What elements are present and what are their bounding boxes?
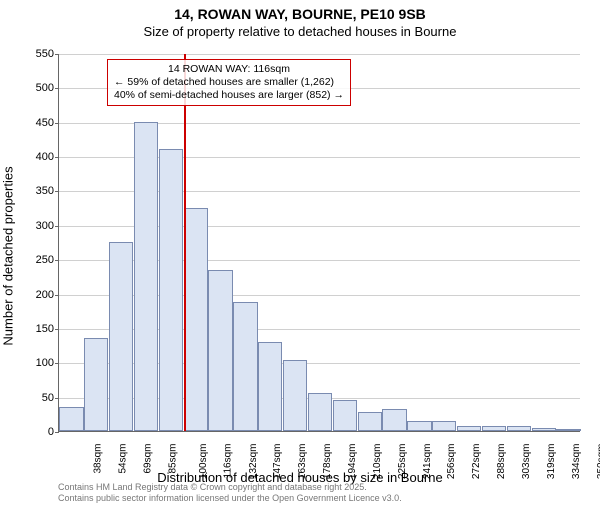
histogram-bar [258, 342, 282, 431]
ytick-mark [55, 295, 59, 296]
histogram-bar [233, 302, 257, 431]
xtick-label: 272sqm [471, 444, 482, 480]
xtick-label: 85sqm [168, 444, 179, 474]
chart-title-main: 14, ROWAN WAY, BOURNE, PE10 9SB [0, 6, 600, 22]
ytick-mark [55, 398, 59, 399]
ytick-label: 100 [14, 357, 54, 369]
xtick-label: 178sqm [322, 444, 333, 480]
xtick-label: 334sqm [571, 444, 582, 480]
histogram-bar [84, 338, 108, 431]
ytick-label: 0 [14, 426, 54, 438]
xtick-label: 319sqm [546, 444, 557, 480]
histogram-bar [407, 421, 431, 431]
histogram-bar [283, 360, 307, 431]
histogram-bar [482, 426, 506, 431]
xtick-label: 210sqm [372, 444, 383, 480]
xtick-label: 69sqm [143, 444, 154, 474]
histogram-bar [556, 429, 580, 431]
xtick-label: 256sqm [447, 444, 458, 480]
chart-title-sub: Size of property relative to detached ho… [0, 24, 600, 39]
xtick-label: 163sqm [297, 444, 308, 480]
ytick-label: 350 [14, 185, 54, 197]
xtick-label: 147sqm [273, 444, 284, 480]
histogram-bar [208, 270, 232, 432]
ytick-label: 250 [14, 254, 54, 266]
ytick-label: 50 [14, 392, 54, 404]
xtick-label: 38sqm [93, 444, 104, 474]
annotation-title: 14 ROWAN WAY: 116sqm [114, 63, 344, 76]
ytick-mark [55, 432, 59, 433]
histogram-bar [457, 426, 481, 431]
histogram-bar [333, 400, 357, 431]
xtick-label: 241sqm [422, 444, 433, 480]
histogram-bar [59, 407, 83, 431]
ytick-label: 400 [14, 151, 54, 163]
ytick-label: 300 [14, 220, 54, 232]
ytick-mark [55, 157, 59, 158]
histogram-bar [134, 122, 158, 431]
ytick-label: 150 [14, 323, 54, 335]
ytick-mark [55, 191, 59, 192]
plot-area: 14 ROWAN WAY: 116sqm← 59% of detached ho… [58, 54, 580, 432]
ytick-mark [55, 123, 59, 124]
annotation-line-larger: 40% of semi-detached houses are larger (… [114, 89, 344, 102]
ytick-mark [55, 329, 59, 330]
xtick-label: 194sqm [347, 444, 358, 480]
histogram-bar [159, 149, 183, 431]
xtick-label: 100sqm [198, 444, 209, 480]
ytick-label: 500 [14, 82, 54, 94]
histogram-bar [358, 412, 382, 431]
ytick-label: 450 [14, 117, 54, 129]
ytick-mark [55, 54, 59, 55]
xtick-label: 288sqm [496, 444, 507, 480]
footer-attribution: Contains HM Land Registry data © Crown c… [58, 482, 402, 504]
xtick-label: 350sqm [596, 444, 600, 480]
ytick-mark [55, 226, 59, 227]
histogram-bar [184, 208, 208, 431]
footer-line-2: Contains public sector information licen… [58, 493, 402, 504]
histogram-bar [532, 428, 556, 431]
xtick-label: 132sqm [248, 444, 259, 480]
ytick-mark [55, 363, 59, 364]
xtick-label: 303sqm [521, 444, 532, 480]
histogram-bar [507, 426, 531, 431]
gridline [59, 54, 580, 55]
ytick-label: 200 [14, 289, 54, 301]
annotation-line-smaller: ← 59% of detached houses are smaller (1,… [114, 76, 344, 89]
xtick-label: 225sqm [397, 444, 408, 480]
marker-line [184, 54, 186, 431]
footer-line-1: Contains HM Land Registry data © Crown c… [58, 482, 402, 493]
histogram-bar [109, 242, 133, 431]
annotation-box: 14 ROWAN WAY: 116sqm← 59% of detached ho… [107, 59, 351, 106]
ytick-mark [55, 260, 59, 261]
xtick-label: 116sqm [222, 444, 233, 479]
histogram-bar [382, 409, 406, 431]
xtick-label: 54sqm [118, 444, 129, 474]
histogram-bar [432, 421, 456, 431]
histogram-bar [308, 393, 332, 431]
ytick-mark [55, 88, 59, 89]
ytick-label: 550 [14, 48, 54, 60]
